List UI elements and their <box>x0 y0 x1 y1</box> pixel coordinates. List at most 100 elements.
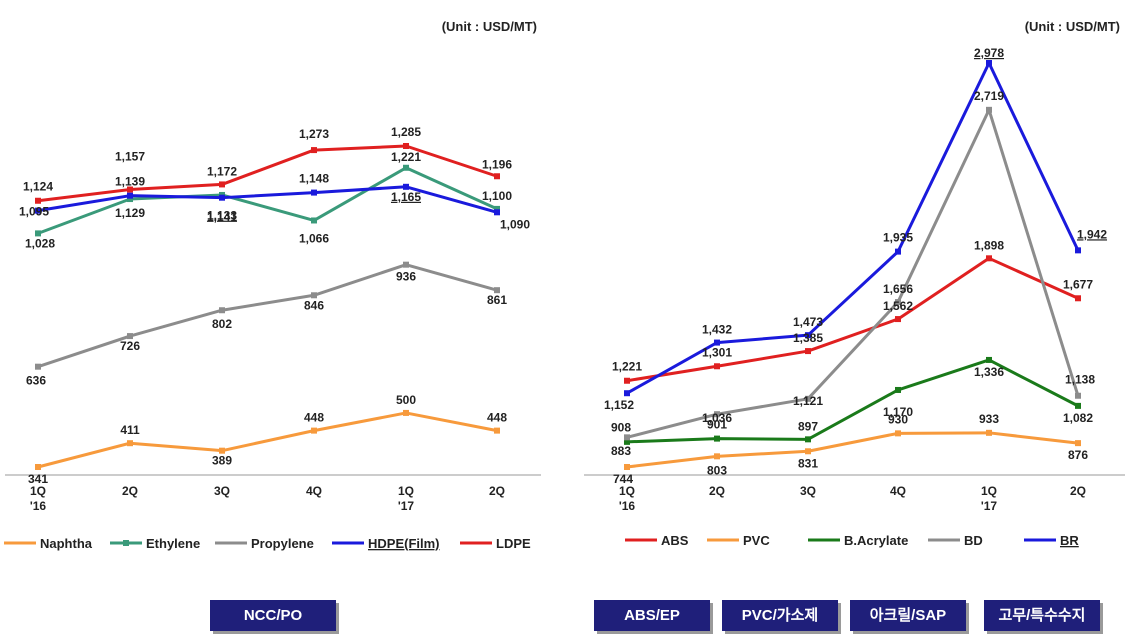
ncc-chart-data-point <box>311 427 317 434</box>
abs-chart-series-line-b-acrylate <box>626 358 1079 444</box>
ncc-chart-data-point <box>219 307 225 314</box>
ncc-chart-data-label: 802 <box>212 317 232 331</box>
ncc-chart-legend-label: Propylene <box>251 536 314 551</box>
ncc-chart-data-label: 936 <box>396 270 416 284</box>
ncc-chart-data-label: 1,172 <box>207 164 237 178</box>
abs-chart-x-tick-label: '16 <box>619 499 636 513</box>
tag-abs-ep[interactable]: ABS/EP <box>594 600 710 631</box>
ncc-chart-data-point <box>35 464 41 470</box>
abs-chart-data-point <box>624 377 630 384</box>
ncc-chart-x-tick-label: 2Q <box>122 484 138 498</box>
abs-chart-data-point <box>1075 392 1081 399</box>
ncc-chart-x-tick-label: '16 <box>30 499 47 513</box>
ncc-chart-data-point <box>219 181 225 188</box>
ncc-chart-series-line-ldpe <box>37 144 498 203</box>
abs-chart-data-label: 1,170 <box>883 405 913 419</box>
ncc-chart-data-point <box>311 189 317 196</box>
abs-chart-data-point <box>805 395 811 402</box>
ncc-chart-data-point <box>35 230 41 237</box>
abs-chart-data-label: 930 <box>888 412 908 426</box>
tag-rubber[interactable]: 고무/특수수지 <box>984 600 1100 631</box>
ncc-chart-legend-label: LDPE <box>496 536 531 551</box>
ncc-chart-data-point <box>127 440 133 447</box>
abs-chart-data-label: 1,221 <box>612 360 642 374</box>
abs-chart-data-point <box>986 255 992 262</box>
abs-chart-legend-label: ABS <box>661 533 689 548</box>
ncc-chart-data-label: 448 <box>487 411 507 425</box>
abs-chart-data-label: 1,432 <box>702 323 732 337</box>
abs-chart-x-tick-label: 3Q <box>800 484 816 498</box>
abs-chart-data-label: 831 <box>798 456 818 470</box>
abs-chart-data-point <box>895 386 901 393</box>
ncc-chart-data-label: 1,139 <box>115 175 145 189</box>
abs-chart-data-label: 1,082 <box>1063 411 1093 425</box>
ncc-chart-series-line-ethylene <box>37 166 498 235</box>
ncc-chart-series-line-naphtha <box>37 411 498 469</box>
ncc-chart-data-point <box>127 186 133 193</box>
abs-chart-data-point <box>986 60 992 66</box>
ncc-chart-data-point <box>35 207 41 214</box>
ncc-chart-legend-label: Naphtha <box>40 536 93 551</box>
ncc-chart-x-tick-label: 4Q <box>306 484 322 498</box>
ncc-chart-data-point <box>35 363 41 370</box>
abs-chart-data-label: 897 <box>798 419 818 433</box>
abs-chart-data-point <box>714 453 720 460</box>
ncc-chart-data-label: 1,028 <box>25 236 55 250</box>
abs-chart-x-tick-label: 2Q <box>1070 484 1086 498</box>
tag-pvc[interactable]: PVC/가소제 <box>722 600 838 631</box>
ncc-chart-data-point <box>311 217 317 224</box>
abs-chart-data-point <box>714 363 720 370</box>
abs-chart-data-label: 1,935 <box>883 231 913 245</box>
ncc-chart-data-point <box>403 409 409 416</box>
ncc-chart-data-point <box>127 192 133 199</box>
ncc-chart-data-label: 1,196 <box>482 157 512 171</box>
ncc-chart-data-label: 1,124 <box>23 180 53 194</box>
abs-chart-data-point <box>805 448 811 455</box>
abs-chart-data-point <box>1075 440 1081 447</box>
ncc-chart-data-point <box>219 447 225 454</box>
ncc-chart-data-label: 636 <box>26 374 46 388</box>
ncc-chart-data-label: 500 <box>396 393 416 407</box>
ncc-chart-x-tick-label: '17 <box>398 499 415 513</box>
ncc-chart-x-tick-label: 1Q <box>30 484 46 498</box>
abs-chart-data-point <box>805 348 811 355</box>
ncc-chart-data-point <box>127 333 133 340</box>
ncc-chart-data-point <box>403 143 409 149</box>
abs-chart-data-point <box>714 411 720 418</box>
tag-ncc-po[interactable]: NCC/PO <box>210 600 336 631</box>
abs-chart-data-label: 1,562 <box>883 299 913 313</box>
abs-chart-data-point <box>895 248 901 255</box>
abs-chart-data-point <box>714 339 720 346</box>
abs-chart-data-label: 2,978 <box>974 46 1004 60</box>
abs-chart-data-point <box>895 316 901 323</box>
ncc-chart-legend-label: HDPE(Film) <box>368 536 440 551</box>
abs-chart-data-label: 1,656 <box>883 282 913 296</box>
abs-chart-unit-label: (Unit : USD/MT) <box>1025 19 1120 34</box>
abs-chart-data-label: 1,152 <box>604 398 634 412</box>
abs-chart-data-point <box>895 430 901 437</box>
abs-chart-x-tick-label: 1Q <box>619 484 635 498</box>
ncc-chart-data-label: 389 <box>212 454 232 468</box>
ncc-chart-data-point <box>403 183 409 190</box>
abs-chart-series-line-pvc <box>626 431 1079 469</box>
abs-chart-data-label: 1,336 <box>974 365 1004 379</box>
abs-chart-data-label: 1,473 <box>793 315 823 329</box>
abs-chart-x-tick-label: '17 <box>981 499 998 513</box>
ncc-chart-data-label: 1,165 <box>391 190 421 204</box>
abs-chart-legend-label: PVC <box>743 533 770 548</box>
ncc-chart-x-tick-label: 2Q <box>489 484 505 498</box>
ncc-chart-data-label: 1,066 <box>299 231 329 245</box>
ncc-chart-data-label: 1,157 <box>115 150 145 164</box>
tag-acryl-sap[interactable]: 아크릴/SAP <box>850 600 966 631</box>
ncc-chart-data-point <box>127 196 133 203</box>
ncc-chart-series-line-hdpe-film- <box>37 185 498 214</box>
ncc-chart-data-label: 1,148 <box>299 172 329 186</box>
abs-chart-data-label: 1,301 <box>702 345 732 359</box>
abs-chart-data-label: 876 <box>1068 448 1088 462</box>
ncc-chart-legend-marker <box>123 540 129 546</box>
ncc-chart-x-tick-label: 1Q <box>398 484 414 498</box>
ncc-chart-data-label: 1,221 <box>391 150 421 164</box>
abs-chart-data-point <box>895 299 901 306</box>
ncc-chart-data-label: 1,100 <box>482 189 512 203</box>
